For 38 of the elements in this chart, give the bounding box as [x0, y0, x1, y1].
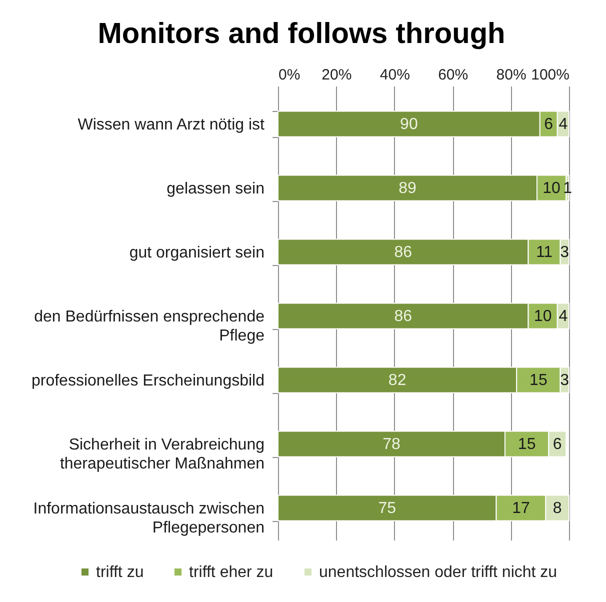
y-tick-label: gut organisiert sein: [129, 244, 264, 262]
data-label: 8: [552, 500, 562, 517]
legend-label: trifft eher zu: [189, 564, 274, 581]
data-label: 11: [536, 244, 553, 261]
data-label: 6: [544, 116, 554, 133]
data-label: 4: [558, 308, 568, 325]
y-tick-label: Wissen wann Arzt nötig ist: [78, 116, 266, 134]
data-label: 4: [558, 116, 568, 133]
data-label: 75: [378, 500, 396, 517]
data-label: 10: [542, 180, 561, 197]
y-tick-label: Sicherheit in Verabreichung therapeutischer Maßnahmen: [60, 436, 264, 472]
legend-label: trifft zu: [96, 564, 144, 581]
data-label: 86: [394, 244, 412, 261]
chart-title: Monitors and follows through: [98, 18, 506, 50]
y-tick-label: Informationsaustausch zwischen Pflegepersonen: [33, 500, 264, 536]
x-tick-label: 60%: [438, 66, 468, 84]
x-tick-label: 20%: [322, 66, 352, 84]
data-label: 10: [534, 308, 552, 325]
data-label: 90: [400, 116, 418, 133]
data-label: 3: [560, 372, 570, 389]
x-tick-label: 0%: [278, 66, 300, 84]
data-label: 6: [552, 436, 562, 453]
data-label: 3: [560, 244, 570, 261]
x-tick-label: 100%: [531, 66, 570, 84]
y-tick-label: professionelles Erscheinungsbild: [31, 372, 264, 390]
y-tick-label: den Bedürfnissen ensprechende Pflege: [34, 308, 265, 344]
data-label: 1: [563, 180, 572, 197]
legend-label: unentschlossen oder trifft nicht zu: [319, 564, 558, 581]
data-label: 15: [530, 372, 548, 389]
x-tick-label: 80%: [496, 66, 526, 84]
data-label: 82: [388, 372, 406, 389]
data-label: 78: [382, 436, 400, 453]
data-label: 15: [518, 436, 536, 453]
data-label: 17: [512, 500, 530, 517]
data-label: 86: [394, 308, 412, 325]
data-label: 89: [398, 180, 416, 197]
x-tick-label: 40%: [380, 66, 410, 84]
y-tick-label: gelassen sein: [166, 180, 264, 198]
